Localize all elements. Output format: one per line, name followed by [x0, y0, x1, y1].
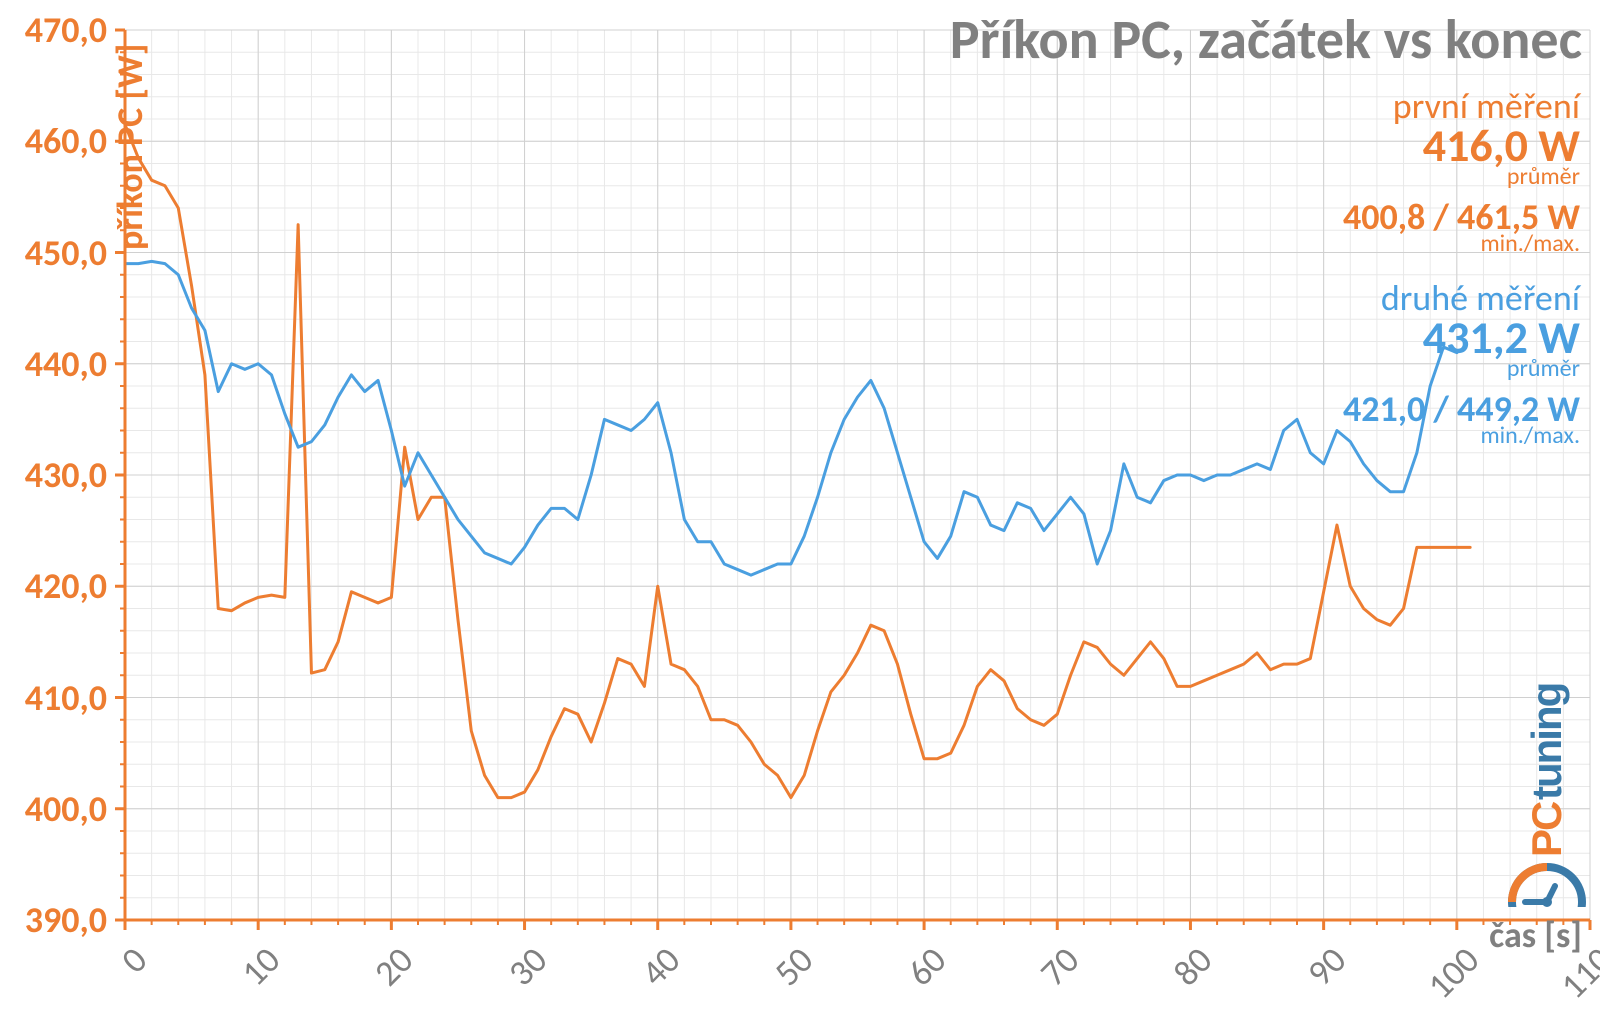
y-tick-label: 460,0	[7, 119, 107, 163]
y-axis-label: příkon PC [W]	[108, 44, 152, 250]
y-tick-label: 470,0	[7, 8, 107, 52]
y-tick-label: 420,0	[7, 564, 107, 608]
y-tick-label: 400,0	[7, 787, 107, 831]
chart-title: Příkon PC, začátek vs konec	[950, 6, 1582, 74]
y-tick-label: 440,0	[7, 342, 107, 386]
chart-container: Příkon PC, začátek vs konec příkon PC [W…	[0, 0, 1600, 1017]
y-tick-label: 390,0	[7, 898, 107, 942]
legend-series-2: druhé měření 431,2 W průměr 421,0 / 449,…	[1343, 280, 1580, 448]
y-tick-label: 430,0	[7, 453, 107, 497]
pctuning-logo: PC tuning	[1502, 587, 1592, 907]
y-tick-label: 450,0	[7, 231, 107, 275]
y-tick-label: 410,0	[7, 676, 107, 720]
svg-text:PC: PC	[1523, 801, 1570, 857]
x-axis-label: čas [s]	[1489, 913, 1582, 957]
svg-text:tuning: tuning	[1523, 684, 1570, 800]
legend-series-1: první měření 416,0 W průměr 400,8 / 461,…	[1343, 88, 1580, 256]
